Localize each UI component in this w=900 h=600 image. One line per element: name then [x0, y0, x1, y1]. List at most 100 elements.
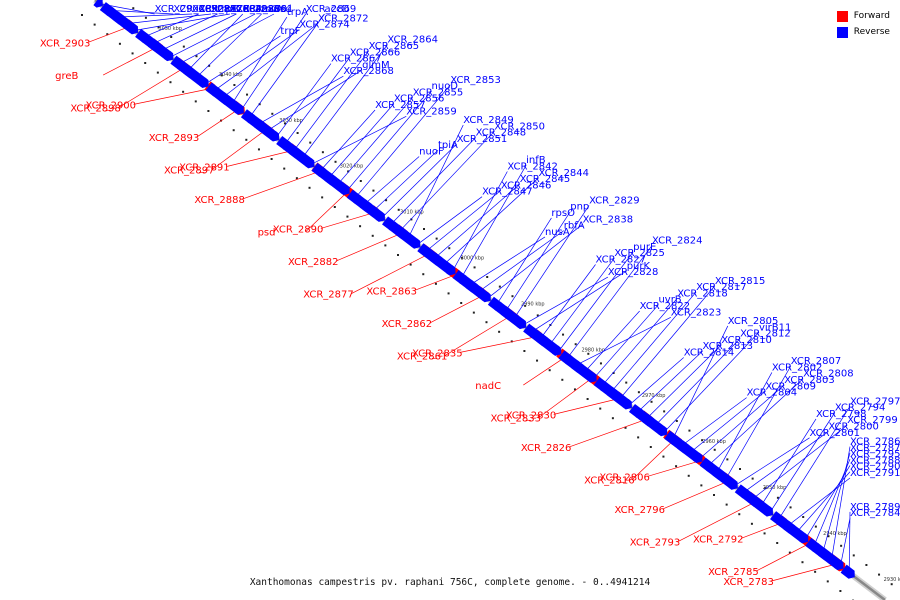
reverse-lane-dot [296, 132, 299, 134]
forward-gene-label: XCR_2792 [693, 534, 744, 545]
tick-label: 2930 kbp [884, 577, 900, 583]
reverse-lane-dot [776, 496, 779, 499]
reverse-gene [693, 452, 703, 464]
reverse-gene-label: XCR_2804 [747, 388, 798, 399]
reverse-gene-label: rpsO [551, 208, 575, 219]
reverse-leader-line [399, 131, 495, 232]
reverse-gene-label: XCR_2801 [810, 428, 861, 439]
forward-leader-line [459, 336, 539, 353]
reverse-leader-line [143, 13, 199, 38]
reverse-gene-label: pnp [570, 202, 589, 213]
reverse-gene-label: XCR_2842 [507, 162, 558, 173]
forward-lane-dot [93, 23, 96, 26]
reverse-gene-label: XCR_2809 [765, 381, 816, 392]
legend: Forward Reverse [836, 8, 890, 40]
reverse-gene [606, 386, 631, 409]
forward-gene-label: XCR_2826 [521, 443, 572, 454]
forward-lane-dot [472, 311, 475, 314]
reverse-leader-line [513, 205, 590, 319]
reverse-lane-dot [726, 458, 729, 461]
forward-leader-line [756, 542, 811, 572]
forward-leader-line [305, 191, 348, 232]
reverse-leader-line [796, 471, 851, 533]
reverse-gene-label: XCR_2867 [331, 54, 382, 65]
forward-leader-line [553, 398, 620, 415]
forward-lane-dot [548, 369, 551, 372]
forward-lane-dot [106, 33, 109, 36]
reverse-gene-label: XCR_2823 [671, 307, 722, 318]
forward-lane-dot [776, 542, 779, 544]
forward-gene-label: XCR_2903 [40, 38, 91, 49]
tick-label: 2990 kbp [521, 301, 545, 307]
forward-leader-line [523, 356, 566, 386]
forward-lane-dot [750, 522, 753, 525]
forward-leader-line [444, 315, 512, 357]
legend-forward: Forward [836, 8, 890, 24]
reverse-gene-label: XCR_2853 [450, 75, 501, 86]
forward-lane-dot [207, 110, 210, 112]
forward-lane-dot [498, 330, 501, 333]
reverse-leader-line [346, 90, 432, 192]
reverse-lane-dot [599, 362, 602, 365]
forward-lane-dot [384, 244, 387, 247]
reverse-gene-label: XCR_2790 [850, 462, 900, 473]
reverse-lane-dot [663, 410, 666, 413]
reverse-gene-label: XCR_2827 [596, 254, 647, 265]
genome-caption: Xanthomonas campestris pv. raphani 756C,… [249, 577, 651, 588]
legend-reverse-label: Reverse [853, 27, 890, 37]
reverse-gene-label: XCR_2866 [350, 47, 401, 58]
reverse-leader-line [751, 424, 848, 500]
legend-forward-label: Forward [853, 11, 890, 21]
reverse-lane-dot [865, 564, 868, 566]
reverse-lane-dot [182, 45, 185, 48]
forward-lane-dot [194, 100, 197, 103]
reverse-lane-dot [498, 285, 501, 288]
reverse-gene [840, 564, 855, 579]
reverse-lane-dot [688, 429, 691, 432]
reverse-leader-line [575, 316, 671, 366]
reverse-leader-line [275, 63, 332, 138]
forward-leader-line [740, 522, 784, 539]
reverse-leader-line [769, 412, 836, 513]
reverse-gene-label: XCR_2784 [850, 508, 900, 519]
reverse-gene [289, 145, 313, 168]
forward-lane-dot [624, 426, 627, 429]
reverse-leader-line [187, 13, 244, 71]
reverse-lane-dot [840, 544, 843, 547]
reverse-gene [305, 157, 315, 169]
forward-lane-dot [144, 62, 147, 64]
reverse-leader-line [628, 357, 684, 406]
reverse-gene-label: XCR_2794 [835, 403, 886, 414]
reverse-gene-label: XCR_2874 [299, 20, 350, 31]
forward-lane-dot [232, 129, 235, 132]
reverse-lane-dot [789, 506, 792, 509]
reverse-leader-line [222, 23, 319, 98]
reverse-gene-label: XCR_2887 [192, 4, 243, 15]
reverse-leader-line [522, 276, 609, 326]
reverse-gene-label: nuoF [419, 147, 444, 158]
reverse-lane-dot [195, 55, 198, 58]
reverse-gene-label: XCR_2807 [791, 356, 842, 367]
forward-leader-line [662, 480, 729, 510]
forward-leader-line [647, 460, 702, 477]
reverse-lane-dot [524, 304, 527, 307]
reverse-lane-dot [574, 343, 577, 346]
forward-leader-line [414, 274, 457, 291]
reverse-gene-label: XCR_2799 [847, 415, 898, 426]
reverse-gene [218, 92, 243, 114]
forward-lane-dot [295, 177, 298, 180]
reverse-gene-label: infB [526, 155, 546, 166]
tick-label: 2960 kbp [702, 439, 726, 445]
reverse-leader-line [760, 418, 817, 507]
reverse-gene-label: XCR_2828 [608, 267, 659, 278]
reverse-leader-line [328, 103, 395, 178]
reverse-leader-line [699, 384, 785, 460]
reverse-leader-line [557, 251, 634, 353]
reverse-gene-label: nuoD [432, 81, 459, 92]
forward-gene-label: XCR_2793 [630, 538, 681, 549]
reverse-gene [359, 199, 384, 221]
forward-gene-label: XCR_2833 [490, 414, 541, 425]
reverse-gene-label: XCR_2822 [640, 301, 691, 312]
forward-gene-label: XCR_2796 [615, 505, 666, 516]
